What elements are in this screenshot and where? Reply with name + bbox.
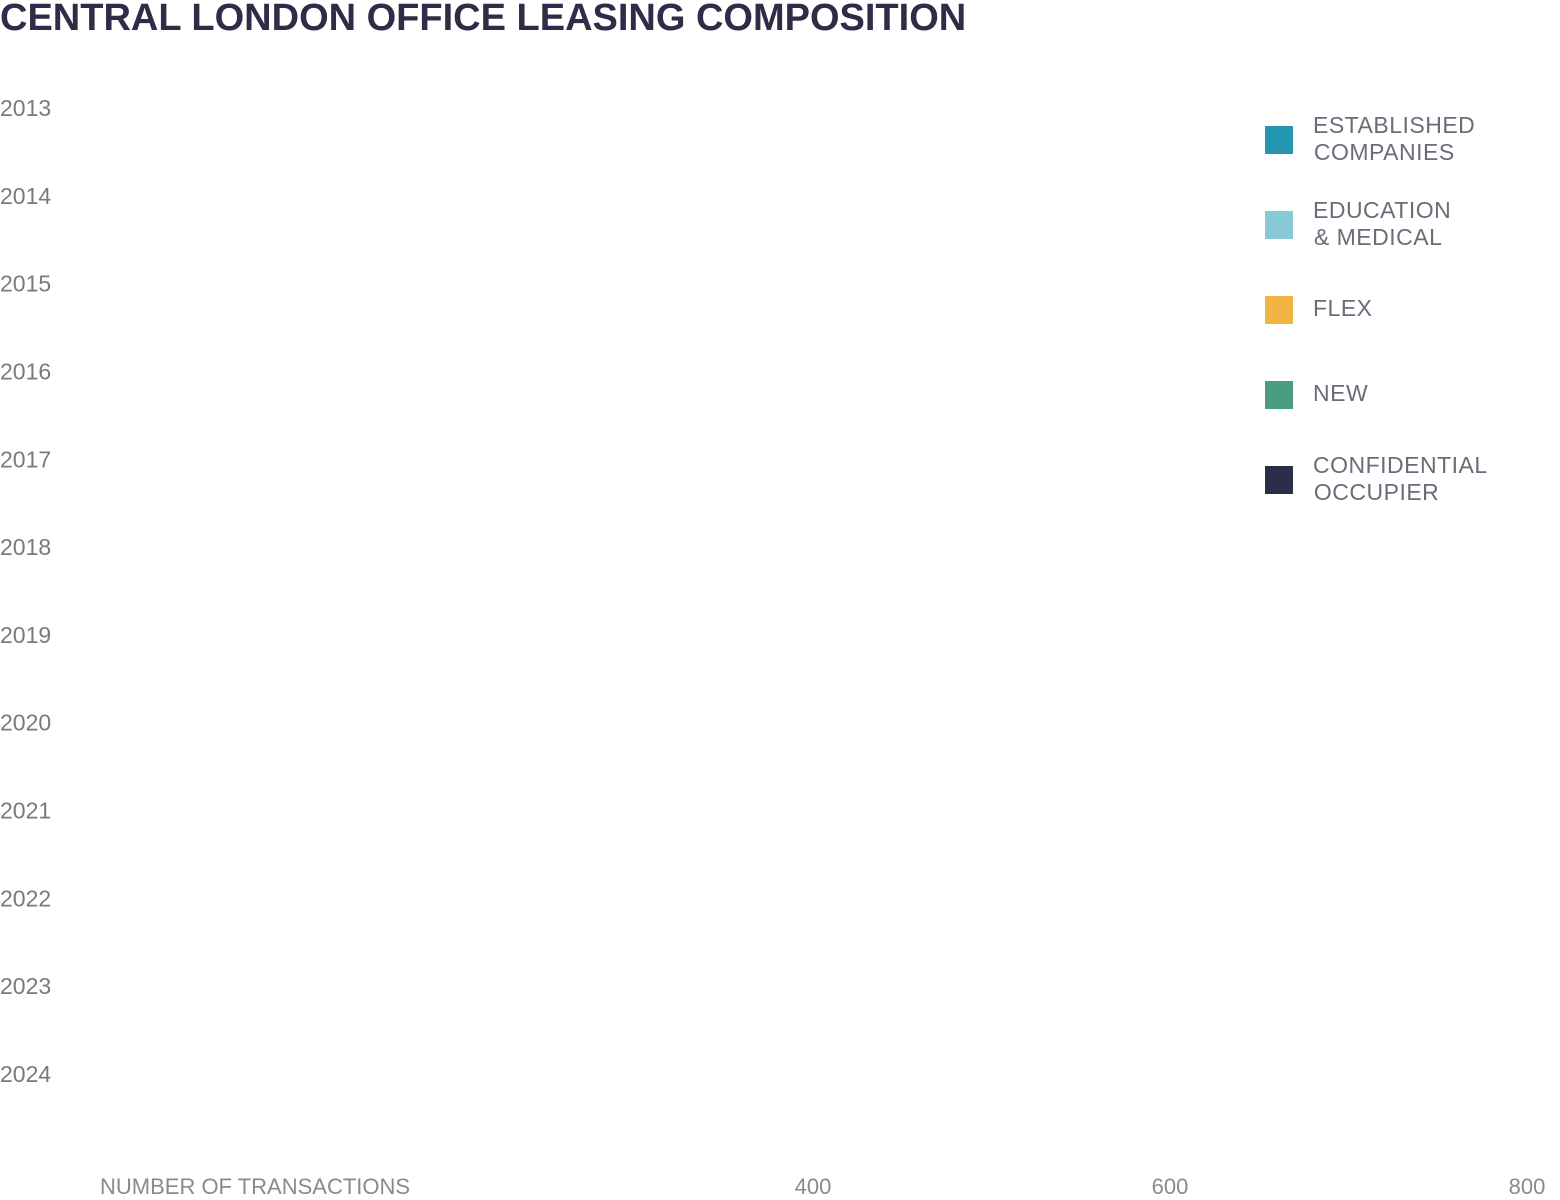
x-axis-label: NUMBER OF TRANSACTIONS — [100, 1174, 410, 1199]
x-tick-label: 800 — [1509, 1174, 1546, 1199]
legend-swatch — [1265, 126, 1293, 154]
y-tick-label: 2016 — [0, 358, 51, 384]
legend-label: ESTABLISHED COMPANIES — [1307, 112, 1475, 165]
y-tick-label: 2018 — [0, 534, 51, 560]
y-tick-label: 2024 — [0, 1061, 51, 1087]
legend-swatch — [1265, 211, 1293, 239]
y-tick-label: 2019 — [0, 622, 51, 648]
y-tick-label: 2017 — [0, 446, 51, 472]
legend-swatch — [1265, 466, 1293, 494]
legend-label: CONFIDENTIAL OCCUPIER — [1307, 452, 1488, 505]
x-tick-label: 400 — [795, 1174, 832, 1199]
chart-title: CENTRAL LONDON OFFICE LEASING COMPOSITIO… — [0, 0, 966, 39]
legend-swatch — [1265, 381, 1293, 409]
y-tick-label: 2015 — [0, 271, 51, 297]
y-tick-label: 2014 — [0, 183, 51, 209]
y-tick-label: 2021 — [0, 797, 51, 823]
legend-label: NEW — [1313, 380, 1368, 406]
legend-label: FLEX — [1313, 295, 1373, 321]
y-tick-label: 2020 — [0, 710, 51, 736]
legend-label: EDUCATION & MEDICAL — [1307, 197, 1451, 250]
y-tick-label: 2022 — [0, 885, 51, 911]
legend-swatch — [1265, 296, 1293, 324]
x-tick-label: 600 — [1152, 1174, 1189, 1199]
y-tick-label: 2013 — [0, 95, 51, 121]
y-tick-label: 2023 — [0, 973, 51, 999]
